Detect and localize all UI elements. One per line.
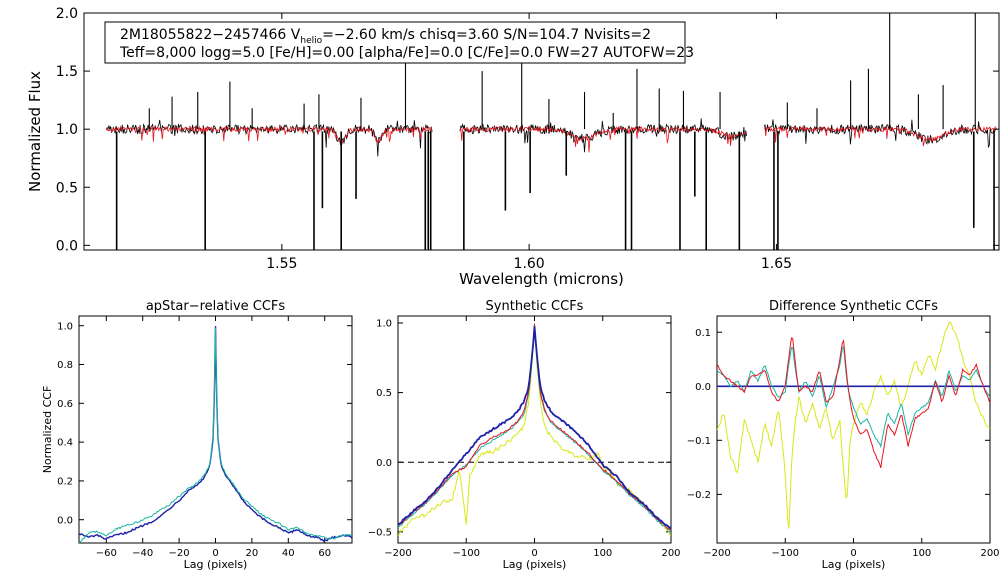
x-tick-label: 0: [212, 548, 218, 559]
y-tick-label: 0.1: [695, 328, 711, 339]
x-tick-label: 1.65: [761, 256, 792, 272]
x-tick-label: 0: [531, 548, 537, 559]
x-tick-label: 0: [850, 548, 856, 559]
y-tick-label: 0.5: [56, 180, 78, 196]
x-tick-label: 200: [980, 548, 999, 559]
x-axis-label: Wavelength (microns): [459, 270, 624, 288]
y-tick-label: 0.4: [57, 438, 73, 449]
x-tick-label: 60: [318, 548, 331, 559]
difference-ccf-panel: −200 −100 0 100 200 −0.2 −0.1 0.0 0.1 Lag (pixels…: [687, 299, 1000, 571]
info-line-2: Teff=8,000 logg=5.0 [Fe/H]=0.00 [alpha/F…: [119, 45, 694, 61]
info-line-1: 2M18055822−2457466 Vhelio=−2.60 km/s chi…: [120, 27, 651, 46]
plot-frame: [716, 315, 991, 544]
x-tick-label: −200: [384, 548, 411, 559]
x-tick-label: 1.60: [514, 256, 545, 272]
info-line-1-star: 2M18055822−2457466 V: [120, 27, 301, 43]
y-tick-label: 0.0: [695, 382, 711, 393]
y-tick-label: 0.8: [57, 360, 73, 371]
y-tick-label: 0.6: [57, 399, 73, 410]
ccf-series-red: [398, 323, 671, 531]
plot-frame: [83, 12, 1000, 251]
model-spectrum-line: [763, 125, 997, 147]
ccf-series-yellow: [398, 325, 671, 536]
x-tick-label: −200: [703, 548, 730, 559]
x-tick-label: −100: [772, 548, 799, 559]
model-spectrum-line: [459, 125, 747, 153]
y-axis-label: Normalized Flux: [26, 71, 44, 192]
ccf-series-cyan: [717, 345, 990, 449]
x-axis-label: Lag (pixels): [184, 558, 248, 571]
ccf-series-red: [717, 337, 990, 469]
observed-spectrum-line: [459, 118, 747, 153]
observed-spectrum-line: [763, 119, 997, 148]
chart-title: Difference Synthetic CCFs: [769, 299, 938, 314]
info-box: [104, 21, 686, 64]
info-line-1-subscript: helio: [300, 36, 322, 46]
info-line-1-params: =−2.60 km/s chisq=3.60 S/N=104.7 Nvisits…: [322, 27, 651, 43]
y-tick-label: −0.5: [368, 527, 392, 538]
observed-spectrum-line: [105, 119, 433, 157]
synthetic-ccf-panel: −200 −100 0 100 200 −0.5 0.0 0.5 1.0 Lag (pixels)…: [368, 299, 681, 571]
spectrum-panel: 1.55 1.60 1.65 0.0 0.5 1.0 1.5 2.0 Wavelength (m…: [26, 6, 1000, 288]
x-tick-label: 40: [282, 548, 295, 559]
x-tick-label: −40: [132, 548, 153, 559]
apstar-ccf-panel: −60 −40 −20 0 20 40 60 0.0 0.2 0.4 0.6 0.8 1.0 Lag (p…: [41, 299, 353, 571]
ccf-series-cyan: [398, 324, 671, 533]
y-tick-label: 0.0: [376, 458, 392, 469]
ccf-series-visit 2: [79, 327, 352, 543]
y-tick-label: −0.1: [687, 436, 711, 447]
x-tick-label: 20: [246, 548, 259, 559]
y-tick-label: 0.2: [57, 477, 73, 488]
chart-title: apStar−relative CCFs: [146, 299, 286, 314]
y-tick-label: 2.0: [56, 6, 78, 22]
x-tick-label: 100: [912, 548, 931, 559]
ccf-series-yellow: [717, 321, 990, 529]
chart-title: Synthetic CCFs: [486, 299, 584, 314]
y-tick-label: 1.0: [57, 321, 73, 332]
y-tick-label: 1.5: [56, 64, 78, 80]
y-tick-label: −0.2: [687, 490, 711, 501]
y-tick-label: 1.0: [56, 122, 78, 138]
x-tick-label: 1.55: [266, 256, 297, 272]
model-spectrum-line: [105, 125, 433, 147]
y-axis-label: Normalized CCF: [41, 386, 54, 474]
x-axis-label: Lag (pixels): [822, 558, 886, 571]
y-tick-label: 0.0: [56, 238, 78, 254]
ccf-series-visit 1: [79, 326, 352, 543]
ccf-series-blue: [398, 326, 671, 530]
y-tick-label: 0.5: [376, 388, 392, 399]
x-axis-label: Lag (pixels): [503, 558, 567, 571]
plot-frame: [397, 315, 672, 544]
x-tick-label: −60: [96, 548, 117, 559]
y-tick-label: 1.0: [376, 319, 392, 330]
x-tick-label: −100: [453, 548, 480, 559]
x-tick-label: 200: [661, 548, 680, 559]
x-tick-label: 100: [593, 548, 612, 559]
x-tick-label: −20: [169, 548, 190, 559]
y-tick-label: 0.0: [57, 515, 73, 526]
